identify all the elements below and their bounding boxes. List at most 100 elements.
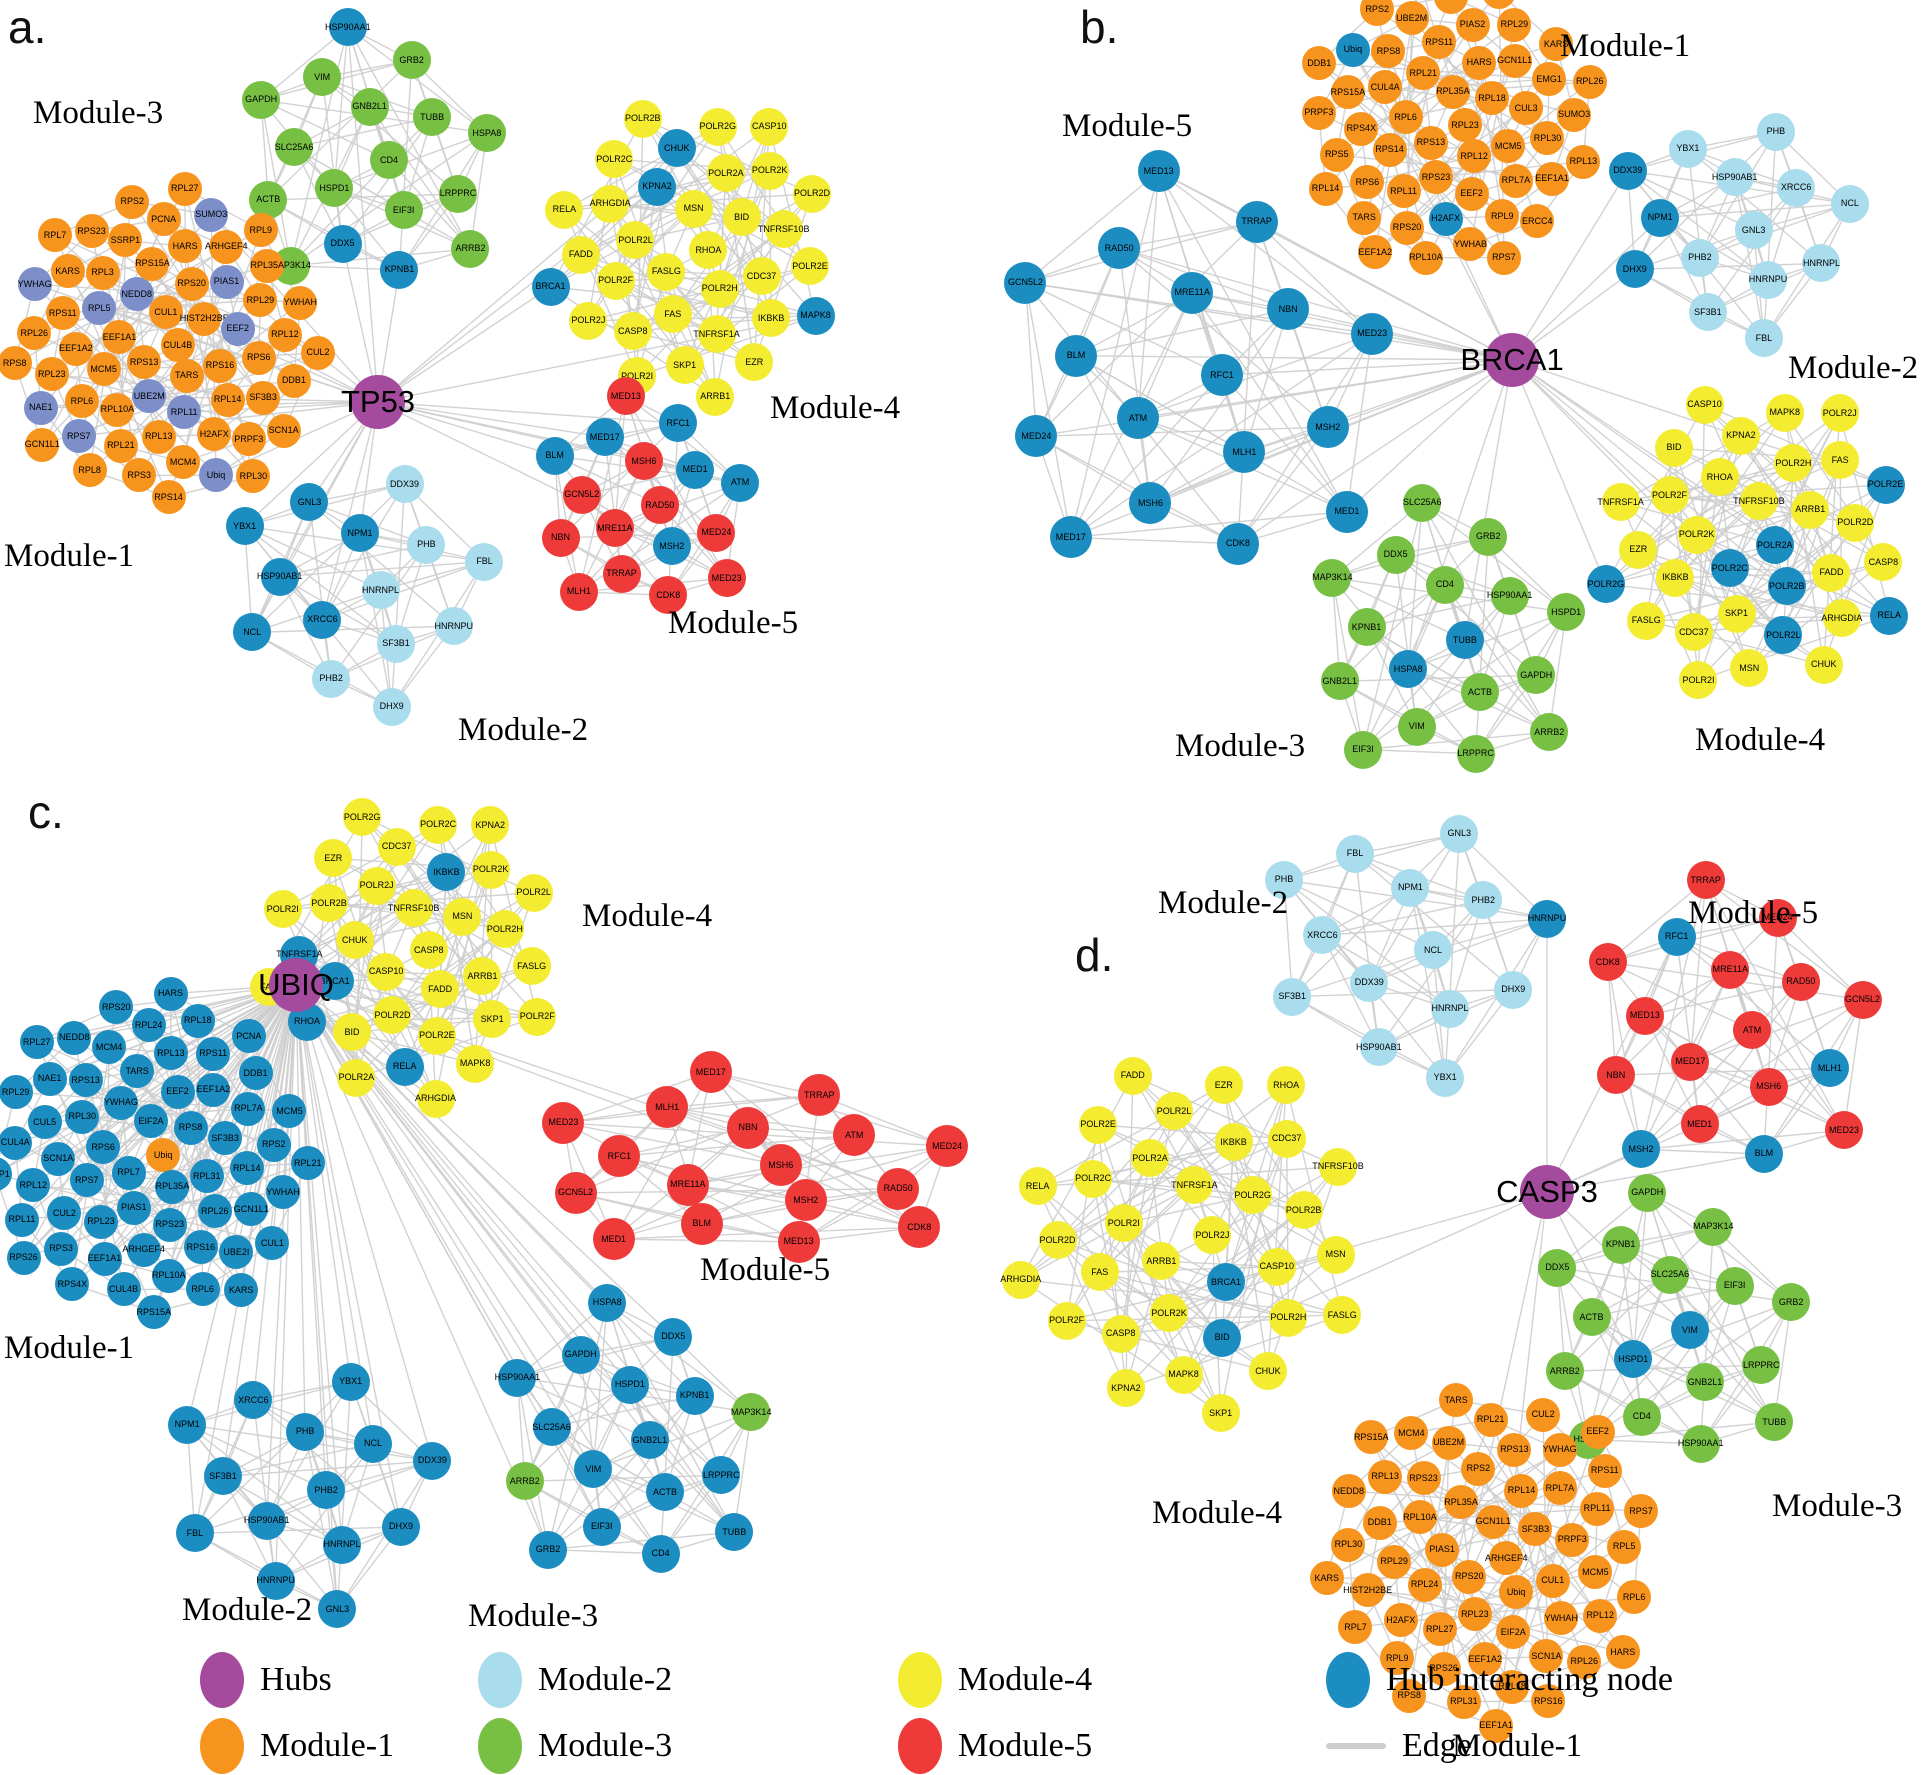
edge xyxy=(1036,1186,1127,1389)
node-RPS23: RPS23 xyxy=(1406,1461,1441,1496)
node-RAD50: RAD50 xyxy=(1781,962,1820,1001)
node-POLR2E: POLR2E xyxy=(1079,1105,1118,1144)
legend-item-edge: Edge xyxy=(1326,1718,1472,1774)
node-ACTB: ACTB xyxy=(249,180,288,219)
node-VIM: VIM xyxy=(1670,1311,1709,1349)
node-HIST2H2BE: HIST2H2BE xyxy=(180,301,229,336)
node-NAE1: NAE1 xyxy=(1433,0,1468,14)
edge xyxy=(1421,502,1550,733)
edge xyxy=(1615,917,1779,1076)
edge xyxy=(321,401,379,621)
node-RPL35A: RPL35A xyxy=(1435,74,1470,109)
edge xyxy=(606,1302,752,1413)
node-RPS15A: RPS15A xyxy=(136,1295,171,1330)
edge xyxy=(1557,1267,1691,1331)
node-GNB2L1: GNB2L1 xyxy=(630,1421,669,1459)
node-POLR2D: POLR2D xyxy=(1038,1221,1077,1260)
node-BID: BID xyxy=(722,198,761,237)
node-POLR2A: POLR2A xyxy=(1755,526,1794,564)
node-HARS: HARS xyxy=(1605,1635,1640,1670)
node-H2AFX: H2AFX xyxy=(1383,1603,1418,1638)
node-RPS3: RPS3 xyxy=(122,458,157,493)
node-TNFRSF10B: TNFRSF10B xyxy=(758,210,809,249)
node-FASLG: FASLG xyxy=(1627,601,1666,640)
node-CDK8: CDK8 xyxy=(649,576,688,615)
node-SLC25A6: SLC25A6 xyxy=(1403,483,1441,522)
node-POLR2J: POLR2J xyxy=(569,301,608,340)
node-EMG1: EMG1 xyxy=(1532,62,1567,97)
node-FBL: FBL xyxy=(465,542,504,581)
edge xyxy=(1366,626,1550,733)
node-POLR2L: POLR2L xyxy=(616,221,655,260)
node-LRPPRC: LRPPRC xyxy=(1456,734,1495,773)
node-SLC25A6: SLC25A6 xyxy=(532,1408,571,1446)
node-ARHGDIA: ARHGDIA xyxy=(415,1079,456,1118)
node-POLR2L: POLR2L xyxy=(1154,1092,1193,1131)
edge xyxy=(1782,460,1841,636)
node-TNFRSF10B: TNFRSF10B xyxy=(1312,1147,1364,1186)
node-RPL23: RPL23 xyxy=(83,1204,118,1239)
edge xyxy=(469,133,488,249)
node-SUMO3: SUMO3 xyxy=(194,197,229,232)
node-MAP3K14: MAP3K14 xyxy=(1312,558,1353,597)
node-RPS8: RPS8 xyxy=(0,346,32,381)
node-GAPDH: GAPDH xyxy=(561,1335,600,1374)
edge xyxy=(1511,170,1629,361)
node-TNFRSF1A: TNFRSF1A xyxy=(1171,1166,1218,1205)
node-KPNA2: KPNA2 xyxy=(638,167,677,206)
edge xyxy=(1719,477,1738,614)
edge xyxy=(1354,853,1380,1048)
node-CUL1: CUL1 xyxy=(1535,1563,1570,1598)
node-RPL6: RPL6 xyxy=(1617,1580,1652,1615)
edge xyxy=(579,1354,603,1527)
edge xyxy=(428,892,534,951)
node-RAD50: RAD50 xyxy=(640,486,679,524)
edge xyxy=(309,501,455,627)
node-HNRNPU: HNRNPU xyxy=(256,1561,295,1600)
node-POLR2D: POLR2D xyxy=(793,174,832,213)
edge xyxy=(1160,1260,1222,1414)
node-CASP8: CASP8 xyxy=(1864,543,1903,582)
node-EZR: EZR xyxy=(735,343,774,382)
node-IKBKB: IKBKB xyxy=(752,299,791,338)
node-RPL14: RPL14 xyxy=(1308,171,1343,206)
edge xyxy=(1458,833,1548,920)
node-RPS7: RPS7 xyxy=(1486,240,1521,275)
node-RPS14: RPS14 xyxy=(151,480,186,515)
edge xyxy=(1322,918,1547,937)
edge xyxy=(1641,1148,1764,1155)
node-POLR2L: POLR2L xyxy=(1764,616,1803,655)
edge xyxy=(1125,1261,1163,1389)
node-UBE2M: UBE2M xyxy=(1394,1,1429,36)
node-GRB2: GRB2 xyxy=(528,1530,567,1569)
panel-letter-a: a. xyxy=(8,1,47,53)
legend-label: Module-4 xyxy=(958,1661,1093,1698)
node-POLR2C: POLR2C xyxy=(1074,1159,1113,1198)
node-CD4: CD4 xyxy=(1622,1397,1661,1436)
node-Ubiq: Ubiq xyxy=(198,458,233,493)
node-EZR: EZR xyxy=(1204,1066,1243,1105)
node-RAD50: RAD50 xyxy=(877,1167,920,1210)
edge xyxy=(1697,500,1760,681)
node-PHB: PHB xyxy=(1265,860,1303,899)
node-SF3B1: SF3B1 xyxy=(1273,977,1312,1016)
node-ARHGDIA: ARHGDIA xyxy=(1000,1260,1041,1299)
edge xyxy=(1362,502,1423,750)
node-RPS8: RPS8 xyxy=(1392,1678,1427,1713)
edge xyxy=(687,1145,948,1186)
node-PHB2: PHB2 xyxy=(1680,238,1719,277)
node-HSP90AB1: HSP90AB1 xyxy=(1712,158,1757,197)
edge xyxy=(436,869,492,1036)
node-PRPF3: PRPF3 xyxy=(231,422,266,457)
node-TRRAP: TRRAP xyxy=(602,554,641,593)
node-RPS3: RPS3 xyxy=(44,1231,79,1266)
edge xyxy=(1035,221,1258,437)
edge xyxy=(1704,880,1845,1131)
edge xyxy=(1660,202,1850,219)
edge xyxy=(667,1094,820,1108)
node-POLR2D: POLR2D xyxy=(1836,503,1875,542)
node-MSH2: MSH2 xyxy=(784,1179,827,1222)
edge xyxy=(1243,309,1289,453)
edge xyxy=(14,984,297,1144)
